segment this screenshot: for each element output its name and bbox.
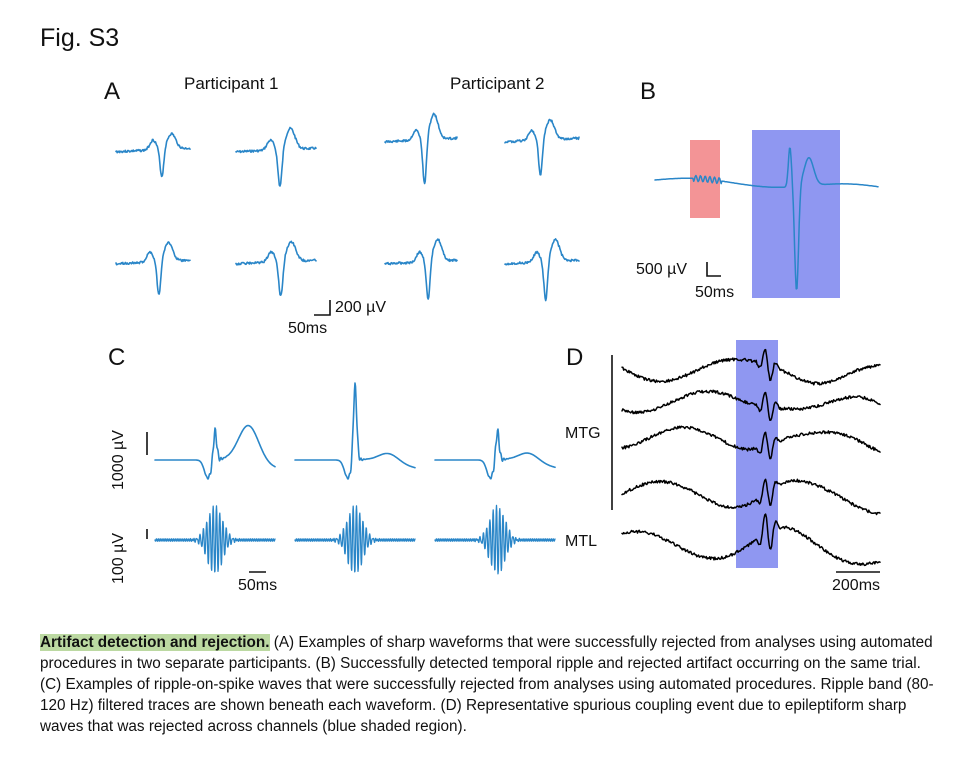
panel-a-letter: A bbox=[104, 78, 121, 105]
panel-b-letter: B bbox=[640, 78, 657, 105]
panel-c-waveform-3 bbox=[434, 428, 556, 480]
figure-caption: Artifact detection and rejection. (A) Ex… bbox=[40, 632, 940, 737]
channel-label-mtl: MTL bbox=[565, 533, 597, 550]
panel-a-scale-bar bbox=[314, 300, 331, 316]
panel-c-ripple-3 bbox=[434, 504, 556, 575]
panel-b-trace bbox=[654, 147, 879, 290]
panel-c-waveform-1 bbox=[154, 424, 276, 480]
panel-a-waveform-1 bbox=[115, 132, 191, 178]
panel-c-ripple-1 bbox=[154, 505, 276, 573]
panel-a-waveform-8 bbox=[504, 238, 580, 302]
panel-a-waveform-7 bbox=[384, 238, 458, 300]
caption-body: (A) Examples of sharp waveforms that wer… bbox=[40, 634, 934, 735]
caption-title: Artifact detection and rejection. bbox=[40, 634, 270, 651]
figure-label: Fig. S3 bbox=[40, 24, 120, 52]
panel-a-waveform-6 bbox=[235, 240, 317, 296]
participant-2-title: Participant 2 bbox=[450, 74, 545, 93]
panel-a-waveform-4 bbox=[504, 118, 580, 176]
panel-d-scale-time: 200ms bbox=[832, 577, 881, 594]
panel-c-ripple-2 bbox=[294, 505, 416, 573]
panel-d-channel-2 bbox=[621, 389, 881, 421]
channel-label-mtg: MTG bbox=[565, 425, 601, 442]
panel-d-channel-1 bbox=[621, 348, 881, 386]
panel-d-channel-4 bbox=[621, 478, 881, 516]
panel-b-scale-bar bbox=[706, 262, 721, 277]
panel-a-waveform-5 bbox=[115, 241, 191, 295]
panel-a-waveform-2 bbox=[235, 126, 317, 187]
panel-d-channel-3 bbox=[621, 425, 881, 460]
panel-a-scale-time: 50ms bbox=[288, 320, 328, 337]
panel-a-waveform-3 bbox=[384, 112, 458, 185]
panel-d-letter: D bbox=[566, 344, 584, 371]
panel-d-channel-5 bbox=[621, 513, 881, 567]
panel-c-scale-time: 50ms bbox=[238, 577, 278, 594]
panel-b-scale-time: 50ms bbox=[695, 284, 735, 301]
panel-b-scale-voltage: 500 µV bbox=[636, 261, 688, 278]
panel-c-waveform-2 bbox=[294, 382, 416, 480]
panel-c-letter: C bbox=[108, 344, 126, 371]
participant-1-title: Participant 1 bbox=[184, 74, 279, 93]
panel-a-scale-voltage: 200 µV bbox=[335, 299, 387, 316]
